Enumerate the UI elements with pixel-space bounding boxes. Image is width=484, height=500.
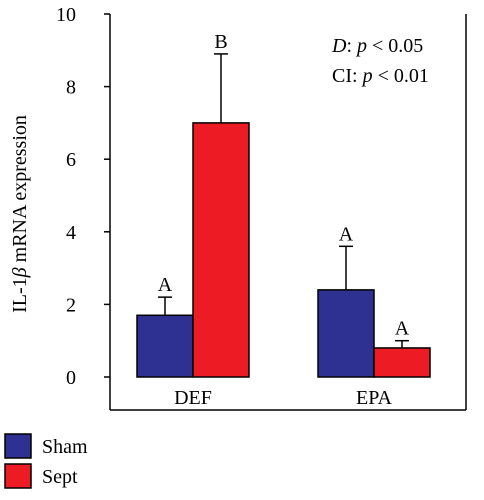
x-tick-label: EPA <box>356 387 393 409</box>
significance-letter: A <box>339 223 354 245</box>
x-tick-label: DEF <box>174 387 212 409</box>
legend-label-sept: Sept <box>42 466 78 488</box>
y-tick-label: 10 <box>56 4 76 26</box>
significance-letter: A <box>395 318 410 340</box>
stat-annotation-line-2: CI: p < 0.01 <box>332 65 429 87</box>
legend-label-sham: Sham <box>42 436 88 458</box>
significance-letter: B <box>214 31 227 53</box>
stat-annotation-line-1: D: p < 0.05 <box>331 35 423 57</box>
y-tick-label: 0 <box>66 367 76 389</box>
legend-swatch-sham <box>4 433 32 459</box>
y-ticks: 0 2 4 6 8 10 <box>56 4 110 389</box>
bar-sept-epa <box>373 347 431 378</box>
significance-letter: A <box>158 274 173 296</box>
y-tick-label: 4 <box>66 222 76 244</box>
bar-sept-def <box>192 122 250 378</box>
legend-swatch-sept <box>4 463 32 489</box>
y-tick-label: 8 <box>66 77 76 99</box>
legend: Sham Sept <box>4 433 88 489</box>
bar-sham-def <box>136 314 194 378</box>
x-tick-labels: DEF EPA <box>174 387 392 409</box>
bar-sham-epa <box>317 289 375 378</box>
y-tick-label: 2 <box>66 294 76 316</box>
y-tick-label: 6 <box>66 149 76 171</box>
bars: A B A A <box>136 31 431 378</box>
y-axis-label: IL-1β mRNA expression <box>9 115 31 313</box>
